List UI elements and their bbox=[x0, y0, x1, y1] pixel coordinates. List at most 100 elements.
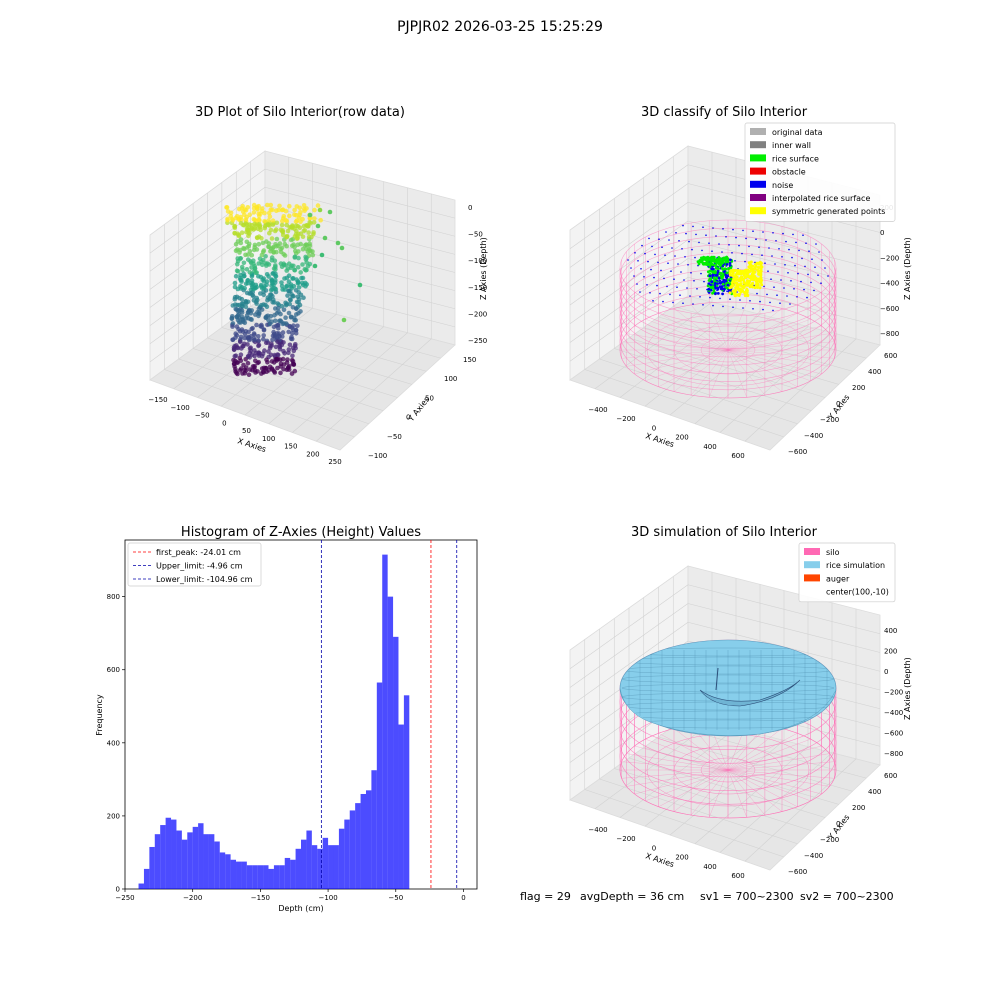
noise-point bbox=[790, 280, 792, 282]
rice-surface-point bbox=[711, 291, 714, 295]
symmetric-generated-point bbox=[751, 264, 755, 268]
hist-bar bbox=[165, 817, 172, 889]
raw-point bbox=[287, 342, 293, 348]
classify-tick-labels: −400−20002004006006004002000−200−400−600… bbox=[588, 204, 899, 460]
raw-point bbox=[303, 257, 309, 262]
hist-x-tick-label: −50 bbox=[388, 894, 403, 902]
noise-point bbox=[677, 263, 679, 265]
raw-point bbox=[287, 324, 293, 330]
raw-point bbox=[285, 357, 290, 362]
raw-point bbox=[269, 236, 275, 241]
raw-point bbox=[301, 223, 307, 229]
noise-point bbox=[789, 303, 791, 305]
raw-point bbox=[232, 343, 237, 349]
noise-point bbox=[658, 238, 660, 240]
raw-point bbox=[239, 264, 245, 270]
rice-surface-point bbox=[716, 267, 719, 270]
raw-point bbox=[281, 321, 287, 326]
hist-bar bbox=[344, 819, 350, 889]
panels.raw.yticks-tick-label: 100 bbox=[444, 375, 457, 383]
raw-point bbox=[232, 284, 238, 290]
noise-point bbox=[690, 272, 692, 274]
hist-bar bbox=[360, 793, 366, 889]
noise-point bbox=[762, 231, 764, 233]
noise-point bbox=[748, 245, 750, 248]
panels.raw.zticks-tick-label: 0 bbox=[468, 204, 472, 212]
raw-point bbox=[253, 312, 258, 317]
noise-point bbox=[794, 264, 796, 267]
hist-bar bbox=[311, 845, 318, 889]
raw-point bbox=[240, 209, 246, 214]
raw-point bbox=[262, 219, 267, 224]
legend-label: auger bbox=[826, 574, 850, 583]
hist-bar bbox=[192, 826, 199, 889]
symmetric-generated-point bbox=[744, 289, 748, 293]
auger-line bbox=[715, 667, 719, 691]
raw-point bbox=[266, 210, 272, 216]
noise-point bbox=[675, 232, 677, 234]
noise-point bbox=[785, 240, 787, 243]
panels.classify.yticks-tick-label: −200 bbox=[820, 416, 839, 424]
simulation-legend: silo rice simulation auger center(100,-10) bbox=[798, 542, 896, 603]
hist-bar bbox=[263, 865, 269, 889]
raw-point bbox=[282, 253, 288, 258]
raw-point bbox=[266, 244, 272, 250]
noise-point bbox=[654, 253, 656, 256]
raw-point bbox=[289, 371, 295, 376]
noise-point bbox=[692, 303, 694, 305]
panels.raw.zticks-tick-label: −100 bbox=[468, 257, 487, 265]
hist-bar bbox=[181, 839, 188, 889]
raw-point bbox=[283, 302, 289, 308]
noise-point bbox=[815, 243, 817, 245]
rice-surface-point bbox=[707, 287, 711, 291]
noise-point bbox=[718, 243, 720, 245]
hist-bar bbox=[290, 859, 296, 889]
raw-point bbox=[300, 234, 306, 239]
raw-point bbox=[235, 371, 240, 377]
rice-surface-point bbox=[721, 261, 725, 265]
raw-point bbox=[286, 261, 292, 267]
raw-point bbox=[300, 280, 305, 286]
legend-frame bbox=[798, 542, 896, 603]
noise-point bbox=[712, 227, 714, 229]
raw-point bbox=[280, 287, 285, 292]
rice-surface-point bbox=[714, 292, 717, 296]
legend-label: rice surface bbox=[772, 154, 819, 163]
raw-point bbox=[285, 293, 290, 298]
silo-floor-ring bbox=[700, 757, 756, 783]
panels.simulation.xticks-tick-label: 400 bbox=[703, 863, 716, 871]
silo-ring bbox=[619, 244, 837, 341]
raw-point bbox=[307, 212, 313, 218]
floor-gridline bbox=[268, 326, 384, 424]
raw-point bbox=[239, 308, 245, 313]
raw-point bbox=[291, 361, 297, 367]
raw-point bbox=[249, 252, 255, 258]
rice-surface-point bbox=[702, 257, 706, 260]
raw-point bbox=[287, 301, 293, 307]
raw-point bbox=[232, 294, 238, 300]
raw-point bbox=[289, 314, 294, 320]
noise-point bbox=[692, 225, 694, 228]
status-avg-depth: avgDepth = 36 cm bbox=[580, 890, 684, 903]
noise-point bbox=[702, 226, 704, 228]
raw-point bbox=[287, 203, 292, 209]
raw-point bbox=[268, 287, 274, 293]
raw-point bbox=[248, 260, 254, 266]
raw-point bbox=[268, 227, 274, 233]
symmetric-generated-point bbox=[739, 282, 743, 286]
raw-point bbox=[293, 306, 299, 311]
raw-point bbox=[273, 286, 279, 292]
rice-surface-point bbox=[712, 276, 716, 280]
rice-surface-point bbox=[706, 262, 710, 266]
hist-bar bbox=[295, 848, 301, 889]
legend-label: interpolated rice surface bbox=[772, 194, 870, 203]
raw-point bbox=[255, 334, 261, 339]
panels.classify.xticks-tick-label: 600 bbox=[731, 452, 744, 460]
noise-point bbox=[762, 308, 764, 311]
noise-point bbox=[729, 298, 731, 301]
rice-surface-point bbox=[725, 271, 729, 275]
noise-point bbox=[712, 304, 714, 307]
symmetric-generated-point bbox=[747, 274, 750, 278]
raw-point bbox=[308, 221, 313, 226]
raw-point bbox=[270, 337, 275, 343]
